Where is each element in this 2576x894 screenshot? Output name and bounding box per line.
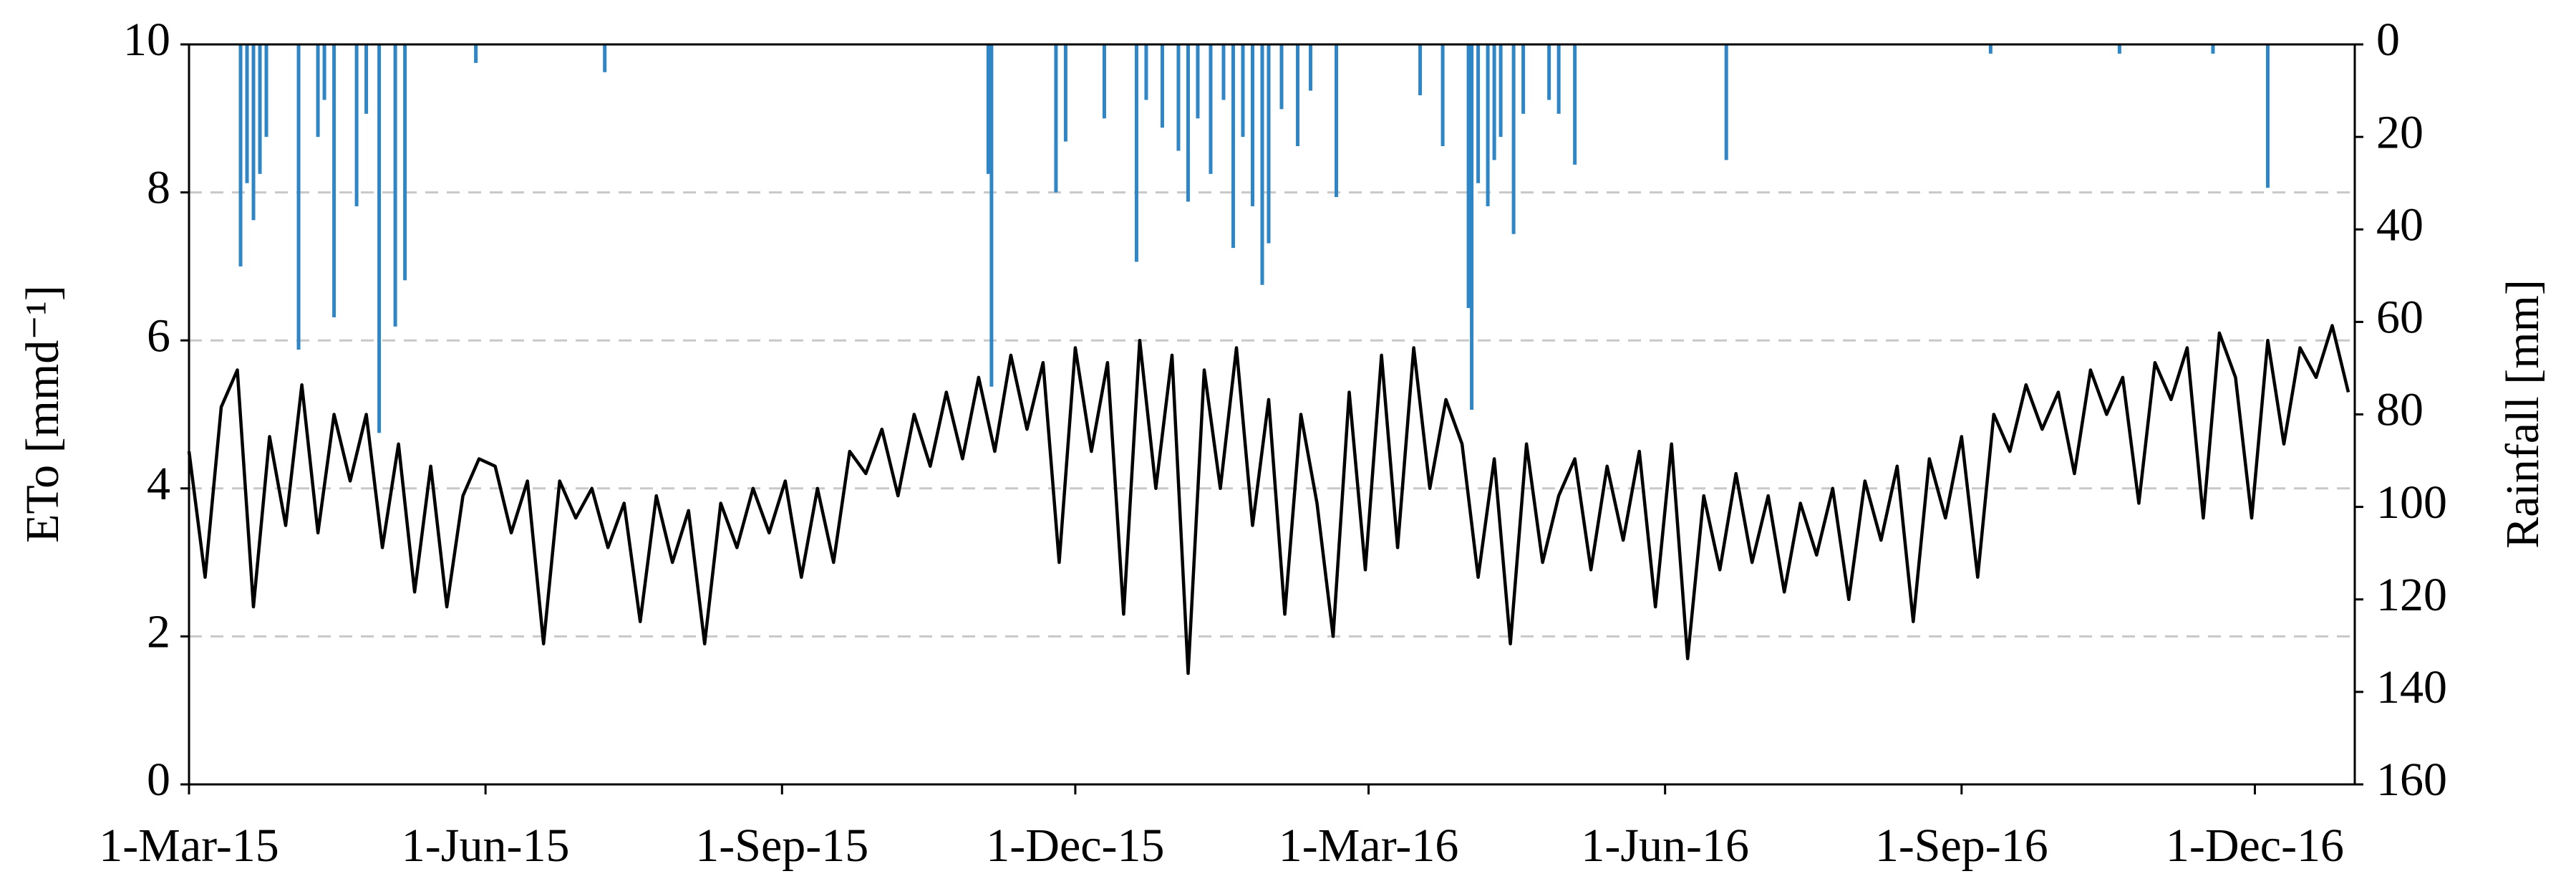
y-axis-title: ETo [mmd⁻¹]	[16, 285, 69, 543]
rain-bar	[332, 44, 336, 317]
rain-bar	[1134, 44, 1138, 262]
rain-bar	[989, 44, 994, 387]
rain-bar	[1335, 44, 1339, 198]
eto-line	[187, 324, 2350, 676]
rain-bar	[364, 44, 369, 114]
rain-bar	[1186, 44, 1190, 202]
rain-bar	[1470, 44, 1474, 410]
rain-bar	[1486, 44, 1490, 206]
y2-tick-label: 40	[2376, 198, 2424, 251]
y2-tick-label: 100	[2376, 476, 2447, 529]
rain-bar	[393, 44, 397, 327]
rain-bar	[1241, 44, 1245, 138]
rain-bar	[1267, 44, 1271, 244]
rain-bar	[238, 44, 243, 266]
rain-bar	[1054, 44, 1058, 193]
x-tick-label: 1-Dec-16	[2166, 820, 2344, 872]
rain-bar	[474, 44, 478, 63]
x-tick-label: 1-Jun-16	[1581, 820, 1749, 872]
rain-bar	[1440, 44, 1445, 147]
rain-bar	[1466, 44, 1471, 309]
rain-bar	[1556, 44, 1561, 114]
rain-bar	[1492, 44, 1496, 160]
rain-bar	[1498, 44, 1503, 138]
x-tick-label: 1-Mar-15	[99, 820, 279, 872]
rain-bar	[1260, 44, 1264, 285]
rain-bar	[1573, 44, 1577, 165]
x-tick-label: 1-Mar-16	[1279, 820, 1459, 872]
rain-bar	[1176, 44, 1181, 151]
x-tick-label: 1-Sep-15	[695, 820, 868, 872]
y-tick-label: 6	[147, 309, 170, 362]
rain-bar	[2117, 44, 2121, 54]
rain-bar	[316, 44, 320, 138]
rain-bar	[1231, 44, 1235, 249]
y-tick-label: 2	[147, 606, 170, 658]
rain-bar	[1988, 44, 1992, 54]
rain-bar	[1160, 44, 1164, 128]
rain-bar	[1209, 44, 1213, 174]
x-tick-label: 1-Sep-16	[1875, 820, 2048, 872]
rain-bar	[1547, 44, 1551, 100]
rain-bar	[354, 44, 359, 206]
rain-bar	[1144, 44, 1148, 100]
rain-bar	[1221, 44, 1226, 100]
y2-tick-label: 140	[2376, 661, 2447, 713]
rain-bar	[377, 44, 382, 433]
rain-bar	[2211, 44, 2215, 54]
rain-bar	[322, 44, 326, 100]
y-tick-label: 10	[123, 14, 170, 66]
y2-tick-label: 80	[2376, 384, 2424, 436]
rain-bar	[251, 44, 256, 221]
rain-bar	[2265, 44, 2270, 188]
rain-bar	[1511, 44, 1516, 234]
rain-bar	[264, 44, 268, 138]
rain-bar	[1102, 44, 1106, 119]
rain-bar	[1309, 44, 1313, 91]
rain-bar	[245, 44, 249, 183]
rain-bar	[986, 44, 990, 174]
y2-tick-label: 60	[2376, 292, 2424, 344]
rain-bar	[403, 44, 407, 281]
rain-bar	[1724, 44, 1728, 160]
y-tick-label: 4	[147, 458, 170, 510]
rain-bar	[258, 44, 262, 174]
rain-bar	[603, 44, 607, 72]
rain-bar	[1063, 44, 1067, 142]
y2-tick-label: 20	[2376, 106, 2424, 158]
y2-tick-label: 160	[2376, 754, 2447, 806]
rain-bar	[1521, 44, 1526, 114]
rain-bar	[1418, 44, 1423, 96]
rain-bar	[1196, 44, 1200, 119]
rain-bar	[296, 44, 301, 350]
rain-bar	[1279, 44, 1284, 110]
y2-tick-label: 0	[2376, 14, 2400, 66]
rain-bar	[1250, 44, 1254, 206]
x-tick-label: 1-Jun-15	[402, 820, 570, 872]
y2-axis-title: Rainfall [mm]	[2497, 279, 2549, 549]
y-tick-label: 8	[147, 162, 170, 214]
x-tick-label: 1-Dec-15	[986, 820, 1164, 872]
y-tick-label: 0	[147, 754, 170, 806]
y2-tick-label: 120	[2376, 569, 2447, 621]
rain-bar	[1296, 44, 1300, 147]
rain-bar	[1476, 44, 1481, 183]
